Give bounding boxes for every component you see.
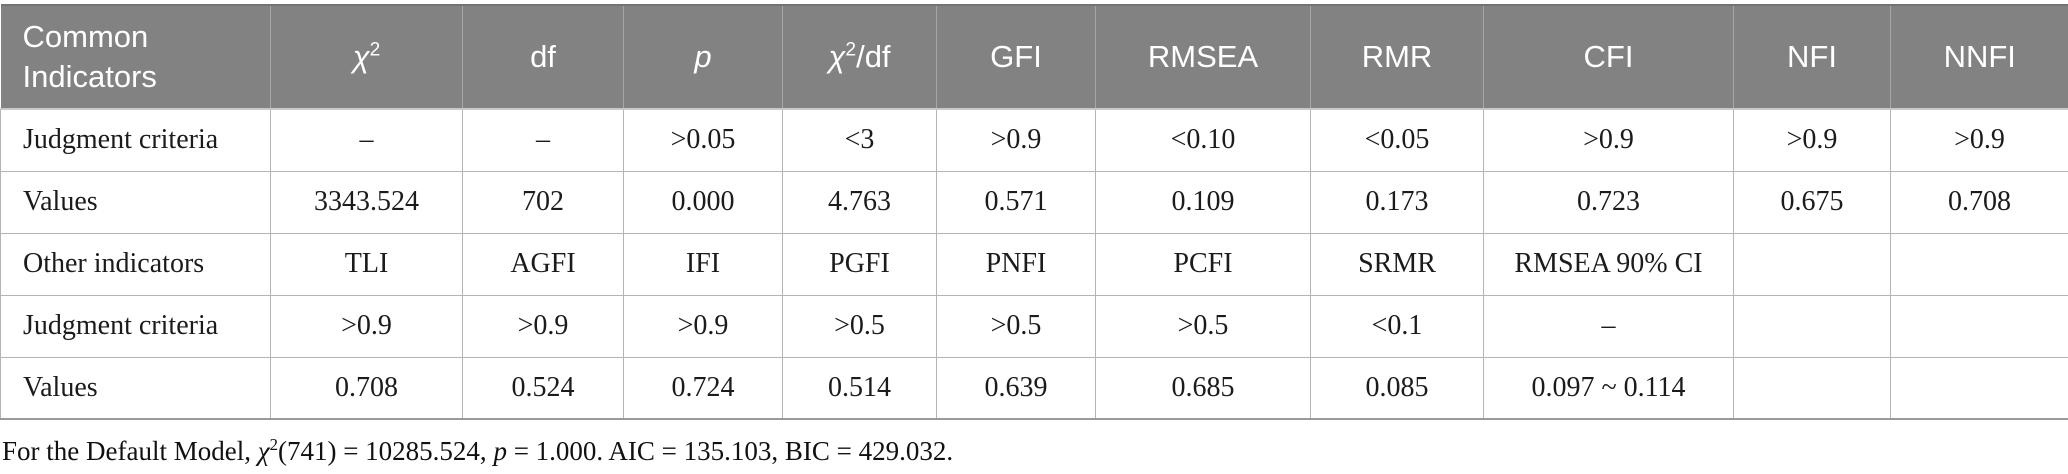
row-other-indicators: Other indicators TLI AGFI IFI PGFI PNFI … [0, 232, 2068, 296]
row-label: Values [0, 356, 271, 420]
cell: >0.9 [1733, 108, 1891, 172]
cell: 0.639 [936, 356, 1096, 420]
cell: 0.000 [623, 170, 783, 234]
header-nfi: NFI [1733, 5, 1891, 110]
cell: IFI [623, 232, 783, 296]
cell: 702 [462, 170, 624, 234]
header-chi-square: χ2 [270, 5, 463, 110]
cell [1890, 294, 2068, 358]
cell: >0.9 [936, 108, 1096, 172]
cell: <0.10 [1095, 108, 1311, 172]
cell: PNFI [936, 232, 1096, 296]
cell: 0.173 [1310, 170, 1484, 234]
table-footnote: For the Default Model, χ2(741) = 10285.5… [2, 435, 954, 466]
cell: PCFI [1095, 232, 1311, 296]
cell: 0.097 ~ 0.114 [1483, 356, 1734, 420]
cell: 0.724 [623, 356, 783, 420]
cell: 0.675 [1733, 170, 1891, 234]
row-judgment-criteria-other: Judgment criteria >0.9 >0.9 >0.9 >0.5 >0… [0, 294, 2068, 358]
cell: <3 [782, 108, 937, 172]
cell: >0.9 [623, 294, 783, 358]
cell [1733, 356, 1891, 420]
cell: – [270, 108, 463, 172]
cell: – [1483, 294, 1734, 358]
cell: >0.9 [1483, 108, 1734, 172]
cell: 0.514 [782, 356, 937, 420]
cell: 0.109 [1095, 170, 1311, 234]
cell [1890, 356, 2068, 420]
cell: 0.085 [1310, 356, 1484, 420]
row-values-other: Values 0.708 0.524 0.724 0.514 0.639 0.6… [0, 356, 2068, 420]
header-gfi: GFI [936, 5, 1096, 110]
cell: >0.9 [1890, 108, 2068, 172]
cell: 0.723 [1483, 170, 1734, 234]
cell: 4.763 [782, 170, 937, 234]
cell: 0.708 [1890, 170, 2068, 234]
header-rmr: RMR [1310, 5, 1484, 110]
cell [1890, 232, 2068, 296]
cell: >0.5 [936, 294, 1096, 358]
fit-indices-table-wrap: Common Indicators χ2 df p χ2/df GFI RMSE… [0, 4, 2068, 467]
header-row: Common Indicators χ2 df p χ2/df GFI RMSE… [0, 5, 2068, 110]
cell: 0.708 [270, 356, 463, 420]
cell: 0.571 [936, 170, 1096, 234]
row-label: Judgment criteria [0, 108, 271, 172]
cell: <0.1 [1310, 294, 1484, 358]
header-common-indicators: Common Indicators [0, 5, 271, 110]
header-p: p [623, 5, 783, 110]
cell: SRMR [1310, 232, 1484, 296]
fit-indices-table: Common Indicators χ2 df p χ2/df GFI RMSE… [0, 4, 2068, 420]
header-df: df [462, 5, 624, 110]
header-nnfi: NNFI [1890, 5, 2068, 110]
row-values-common: Values 3343.524 702 0.000 4.763 0.571 0.… [0, 170, 2068, 234]
row-label: Other indicators [0, 232, 271, 296]
cell: <0.05 [1310, 108, 1484, 172]
row-label: Judgment criteria [0, 294, 271, 358]
cell: AGFI [462, 232, 624, 296]
cell: RMSEA 90% CI [1483, 232, 1734, 296]
cell: 0.524 [462, 356, 624, 420]
row-label: Values [0, 170, 271, 234]
cell: 3343.524 [270, 170, 463, 234]
row-judgment-criteria-common: Judgment criteria – – >0.05 <3 >0.9 <0.1… [0, 108, 2068, 172]
cell: >0.5 [782, 294, 937, 358]
cell: 0.685 [1095, 356, 1311, 420]
cell: PGFI [782, 232, 937, 296]
cell [1733, 294, 1891, 358]
header-chi-square-per-df: χ2/df [782, 5, 937, 110]
header-cfi: CFI [1483, 5, 1734, 110]
cell: TLI [270, 232, 463, 296]
cell: – [462, 108, 624, 172]
cell: >0.05 [623, 108, 783, 172]
header-rmsea: RMSEA [1095, 5, 1311, 110]
cell: >0.9 [462, 294, 624, 358]
cell: >0.5 [1095, 294, 1311, 358]
cell [1733, 232, 1891, 296]
cell: >0.9 [270, 294, 463, 358]
